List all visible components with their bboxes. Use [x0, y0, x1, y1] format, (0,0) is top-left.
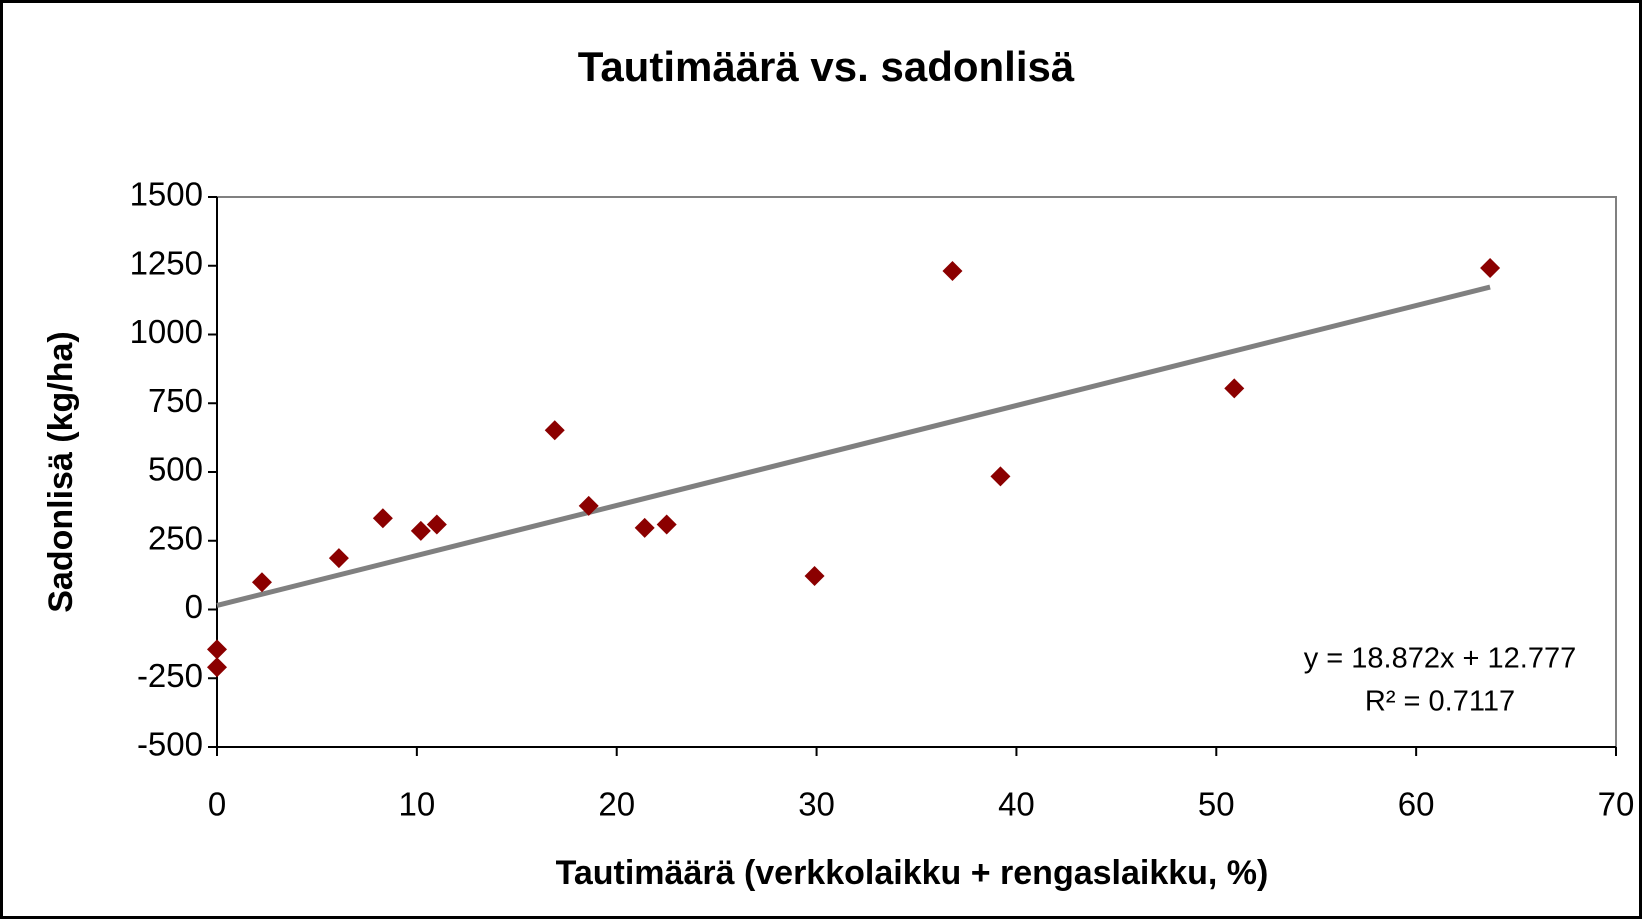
data-point [410, 520, 431, 541]
data-point [634, 517, 655, 538]
y-axis-label: Sadonlisä (kg/ha) [42, 331, 80, 613]
data-point [328, 548, 349, 569]
chart-title: Tautimäärä vs. sadonlisä [578, 43, 1075, 90]
y-tick-label: 1250 [130, 244, 203, 281]
x-tick-label: 70 [1598, 786, 1635, 823]
data-point [207, 657, 227, 678]
data-point [656, 514, 677, 535]
y-tick-label: 250 [148, 519, 203, 556]
x-tick-label: 50 [1198, 786, 1235, 823]
x-tick-label: 0 [208, 786, 226, 823]
data-point [544, 420, 565, 441]
data-point [251, 572, 272, 593]
x-tick-label: 60 [1398, 786, 1435, 823]
x-axis-label: Tautimäärä (verkkolaikku + rengaslaikku,… [556, 854, 1269, 892]
y-tick-label: 0 [185, 588, 203, 625]
trend-equation: y = 18.872x + 12.777 [1304, 643, 1577, 675]
data-point [207, 639, 227, 660]
trend-r-squared: R² = 0.7117 [1365, 686, 1515, 718]
data-point [1224, 378, 1245, 399]
data-point [942, 260, 963, 281]
trendline [216, 284, 1491, 608]
y-tick-label: 1500 [130, 176, 203, 213]
data-point [426, 514, 447, 535]
data-point [372, 508, 393, 529]
y-tick-label: 500 [148, 451, 203, 488]
x-tick-label: 40 [998, 786, 1035, 823]
x-tick-label: 10 [398, 786, 435, 823]
y-tick-label: -500 [137, 726, 203, 763]
y-tick-label: 750 [148, 382, 203, 419]
data-point [1480, 257, 1501, 278]
data-point [804, 565, 825, 586]
data-point [990, 466, 1011, 487]
x-tick-label: 20 [598, 786, 635, 823]
x-tick-label: 30 [798, 786, 835, 823]
y-tick-label: 1000 [130, 313, 203, 350]
y-tick-label: -250 [137, 657, 203, 694]
data-point [578, 495, 599, 516]
